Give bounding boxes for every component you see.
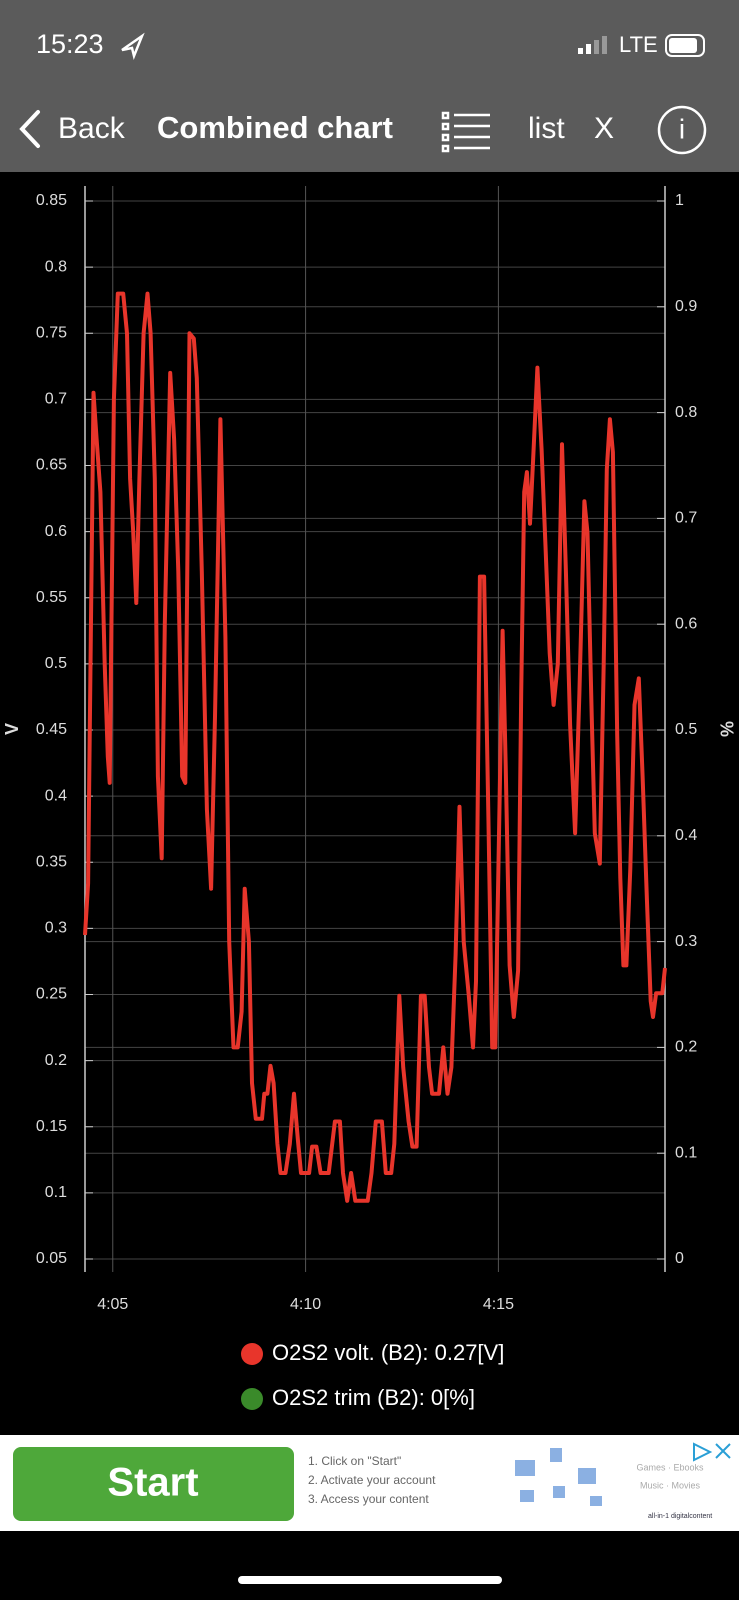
y-tick-label: 0.85 [36, 192, 67, 209]
ad-button-label[interactable]: Start [107, 1461, 198, 1505]
legend-label: O2S2 volt. (B2): 0.27[V] [272, 1340, 504, 1365]
y2-tick-label: 0.8 [675, 404, 697, 421]
chart-bg [0, 172, 739, 1435]
ad-step: 3. Access your content [308, 1492, 429, 1506]
battery-level [669, 38, 697, 53]
legend-label: O2S2 trim (B2): 0[%] [272, 1385, 475, 1410]
y-tick-label: 0.6 [45, 523, 67, 540]
ad-step: 2. Activate your account [308, 1473, 436, 1487]
y-tick-label: 0.15 [36, 1118, 67, 1135]
y-tick-label: 0.2 [45, 1052, 67, 1069]
ad-close-icon[interactable] [715, 1443, 731, 1459]
ad-choices-icon[interactable] [693, 1442, 713, 1462]
status-time: 15:23 [36, 29, 104, 59]
y2-tick-label: 0.2 [675, 1039, 697, 1056]
y2-tick-label: 1 [675, 192, 684, 209]
y2-axis-label: % [716, 721, 736, 737]
data-line [83, 291, 667, 1203]
close-button[interactable]: X [594, 112, 614, 145]
y2-tick-label: 0 [675, 1250, 684, 1267]
y-tick-label: 0.4 [45, 787, 67, 804]
ad-illustration [515, 1448, 602, 1506]
x-tick-label: 4:10 [290, 1296, 321, 1313]
y2-tick-label: 0.9 [675, 298, 697, 315]
y-tick-label: 0.35 [36, 853, 67, 870]
list-button[interactable]: list [528, 112, 565, 145]
back-chevron[interactable] [19, 110, 40, 148]
y-tick-label: 0.1 [45, 1184, 67, 1201]
y-tick-label: 0.55 [36, 589, 67, 606]
battery-icon [665, 34, 705, 57]
nav-title: Combined chart [157, 110, 393, 145]
ad-button[interactable] [13, 1447, 294, 1521]
status-network: LTE [619, 32, 658, 57]
info-button[interactable] [657, 105, 707, 155]
ad-brand: all-in-1 digitalcontent [648, 1513, 712, 1520]
ad-step: 1. Click on "Start" [308, 1454, 401, 1468]
list-icon[interactable] [441, 111, 490, 153]
home-indicator [238, 1576, 502, 1584]
y-tick-label: 0.7 [45, 391, 67, 408]
y-tick-label: 0.25 [36, 986, 67, 1003]
y-tick-label: 0.75 [36, 324, 67, 341]
y-tick-label: 0.3 [45, 920, 67, 937]
y-tick-label: 0.8 [45, 258, 67, 275]
legend-swatch [241, 1388, 263, 1410]
y-tick-label: 0.05 [36, 1250, 67, 1267]
x-tick-label: 4:15 [483, 1296, 514, 1313]
back-button[interactable]: Back [58, 112, 126, 145]
location-icon [121, 32, 145, 61]
y2-tick-label: 0.7 [675, 510, 697, 527]
y-tick-label: 0.65 [36, 457, 67, 474]
y2-tick-label: 0.3 [675, 933, 697, 950]
ad-tag: Music · Movies [640, 1480, 701, 1490]
signal-icon [578, 36, 607, 54]
header-bg [0, 0, 739, 172]
y-tick-label: 0.5 [45, 655, 67, 672]
info-icon: i [679, 113, 685, 144]
y2-tick-label: 0.4 [675, 827, 697, 844]
chart: 0.05 0.1 0.15 0.2 0.25 0.3 0.35 0.4 0.45 0.5 0.55 0… [0, 172, 739, 1435]
x-tick-label: 4:05 [97, 1296, 128, 1313]
legend-swatch [241, 1343, 263, 1365]
y-tick-label: 0.45 [36, 721, 67, 738]
ad-tag: Games · Ebooks [636, 1462, 704, 1472]
y2-tick-label: 0.1 [675, 1144, 697, 1161]
y2-tick-label: 0.5 [675, 721, 697, 738]
y2-tick-label: 0.6 [675, 615, 697, 632]
y-axis-label: V [2, 723, 22, 735]
